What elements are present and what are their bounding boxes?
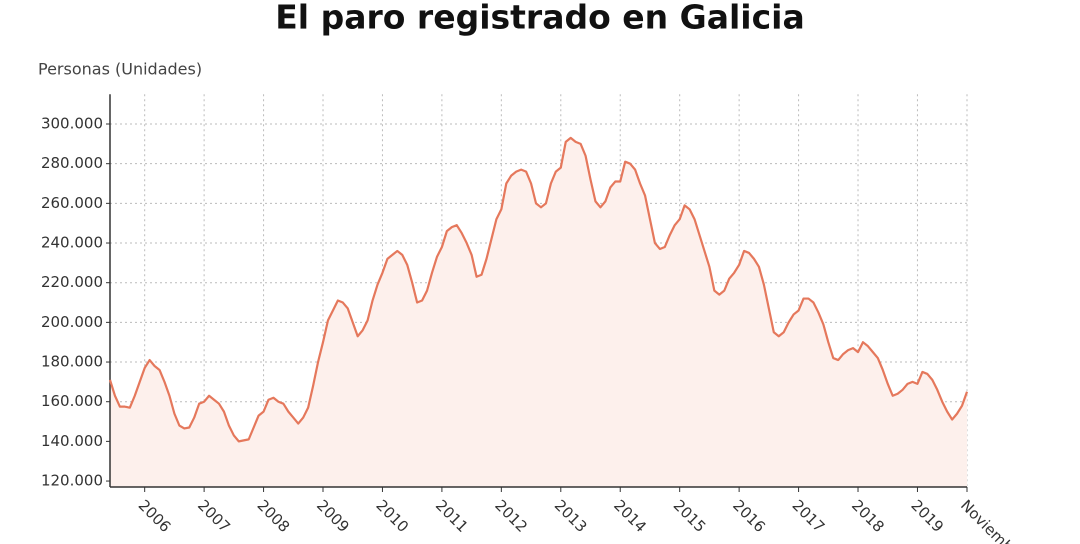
- y-tick-label: 200.000: [41, 313, 103, 331]
- y-tick-label: 300.000: [41, 115, 103, 133]
- x-tick-label: 2012: [491, 496, 531, 536]
- x-tick-label: 2007: [194, 496, 234, 536]
- x-tick-label: 2009: [313, 496, 353, 536]
- y-tick-label: 160.000: [41, 392, 103, 410]
- x-tick-label: 2015: [670, 496, 710, 536]
- x-tick-label: 2010: [372, 496, 412, 536]
- x-tick-label: 2008: [254, 496, 294, 536]
- y-tick-label: 240.000: [41, 234, 103, 252]
- x-tick-label: 2018: [848, 496, 888, 536]
- y-tick-label: 120.000: [41, 472, 103, 490]
- x-tick-label: Noviembre: [957, 496, 1028, 544]
- chart-title: El paro registrado en Galicia: [275, 0, 804, 37]
- x-tick-label: 2017: [789, 496, 829, 536]
- y-tick-label: 180.000: [41, 353, 103, 371]
- area: [110, 137, 967, 487]
- x-tick-label: 2014: [610, 496, 650, 536]
- y-axis-label: Personas (Unidades): [38, 60, 202, 79]
- y-tick-label: 260.000: [41, 194, 103, 212]
- x-tick-label: 2019: [907, 496, 947, 536]
- x-tick-label: 2016: [729, 496, 769, 536]
- x-tick-label: 2013: [551, 496, 591, 536]
- y-tick-label: 280.000: [41, 154, 103, 172]
- x-tick-label: 2006: [135, 496, 175, 536]
- x-tick-label: 2011: [432, 496, 472, 536]
- y-tick-label: 140.000: [41, 432, 103, 450]
- line: [108, 136, 969, 443]
- y-tick-label: 220.000: [41, 273, 103, 291]
